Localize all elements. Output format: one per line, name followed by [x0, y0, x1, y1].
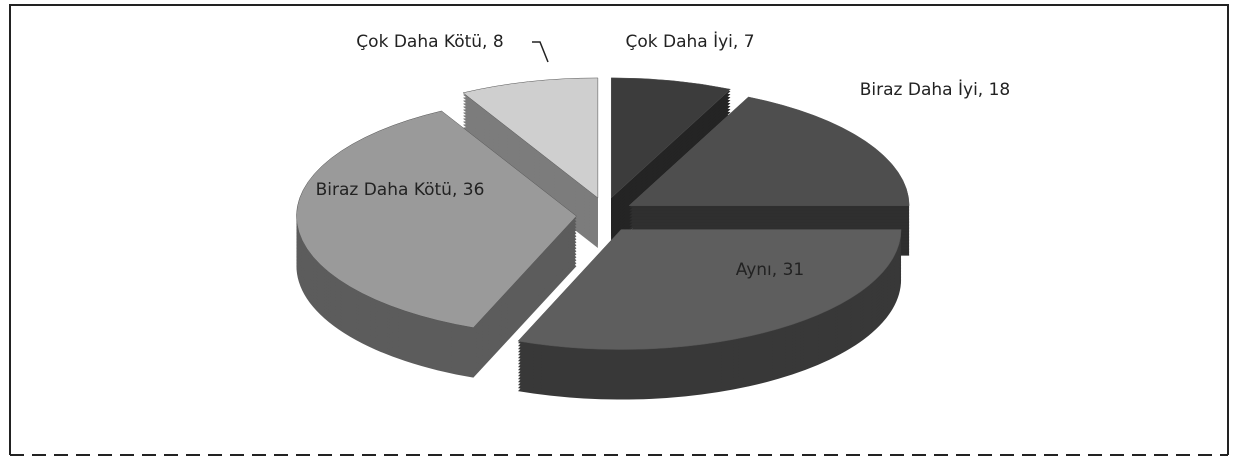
- data-label: Çok Daha Kötü, 8: [356, 32, 503, 52]
- slice: [610, 77, 731, 199]
- data-label: Biraz Daha İyi, 18: [860, 79, 1010, 100]
- slice: [296, 110, 577, 328]
- data-label: Çok Daha İyi, 7: [625, 31, 754, 52]
- slice: [517, 229, 902, 350]
- slice: [628, 96, 910, 206]
- frame: [9, 4, 1229, 455]
- data-label: Biraz Daha Kötü, 36: [316, 180, 485, 200]
- slice: [462, 77, 599, 199]
- data-label: Aynı, 31: [736, 260, 804, 280]
- leader-line: [532, 41, 549, 63]
